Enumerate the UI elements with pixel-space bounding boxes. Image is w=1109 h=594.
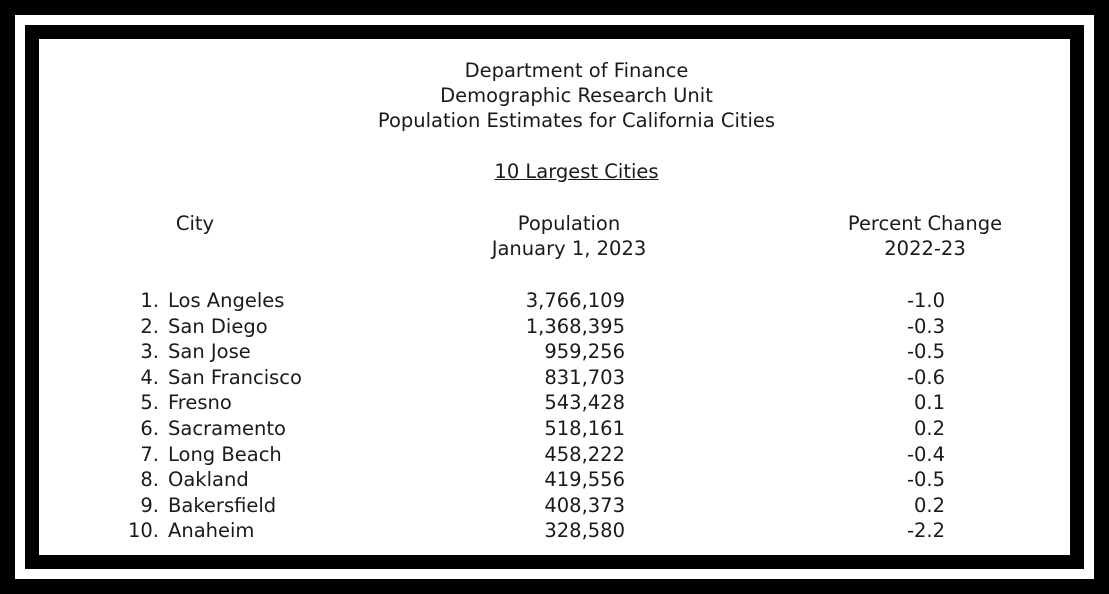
percent-change-value: 0.2 [913,416,945,440]
city-name: Sacramento [168,416,286,440]
percent-change-value: -0.3 [906,314,945,338]
population-value: 518,161 [544,416,625,440]
percent-change-value: -2.2 [906,519,945,543]
report-title: Population Estimates for California Citi… [377,109,776,132]
table-row: 10. Anaheim 328,580 -2.2 [39,518,1070,544]
city-name: San Francisco [168,365,302,389]
column-header-population: Population [517,212,621,235]
city-name: Fresno [168,391,232,415]
population-value: 419,556 [544,468,625,492]
column-header-city: City [175,212,215,235]
city-table: 1. Los Angeles 3,766,109 -1.0 2. San Die… [39,288,1070,544]
rank: 6. [140,416,159,440]
population-value: 3,766,109 [525,289,625,312]
population-value: 543,428 [544,391,625,415]
table-subtitle: 10 Largest Cities [494,160,659,183]
rank: 7. [140,442,159,466]
city-name: Oakland [168,468,249,492]
rank: 5. [140,391,159,415]
percent-change-value: -0.4 [906,442,945,466]
percent-change-value: -0.5 [906,468,945,492]
city-name: Los Angeles [168,289,285,312]
percent-change-value: 0.1 [913,391,945,415]
unit-title: Demographic Research Unit [440,84,713,107]
rank: 4. [140,365,159,389]
table-row: 2. San Diego 1,368,395 -0.3 [39,314,1070,340]
percent-change-value: -0.5 [906,340,945,364]
table-row: 8. Oakland 419,556 -0.5 [39,467,1070,493]
percent-change-value: 0.2 [913,493,945,517]
column-header-percent-change: Percent Change [847,212,1003,235]
population-value: 1,368,395 [525,314,625,338]
rank: 10. [127,519,159,543]
table-row: 1. Los Angeles 3,766,109 -1.0 [39,288,1070,314]
percent-change-value: -0.6 [906,365,945,389]
rank: 1. [140,289,159,312]
rank: 8. [140,468,159,492]
table-row: 6. Sacramento 518,161 0.2 [39,416,1070,442]
table-row: 4. San Francisco 831,703 -0.6 [39,365,1070,391]
rank: 3. [140,340,159,364]
column-header-percent-period: 2022-23 [884,237,966,260]
city-name: Long Beach [168,442,282,466]
table-row: 3. San Jose 959,256 -0.5 [39,339,1070,365]
document-page: Department of Finance Demographic Resear… [39,39,1070,555]
population-value: 831,703 [544,365,625,389]
population-value: 328,580 [544,519,625,543]
city-name: Bakersfield [168,493,277,517]
city-name: San Diego [168,314,268,338]
table-row: 5. Fresno 543,428 0.1 [39,390,1070,416]
rank: 2. [140,314,159,338]
table-row: 9. Bakersfield 408,373 0.2 [39,493,1070,519]
percent-change-value: -1.0 [906,289,945,312]
table-row: 7. Long Beach 458,222 -0.4 [39,442,1070,468]
population-value: 458,222 [544,442,625,466]
department-title: Department of Finance [464,59,689,82]
rank: 9. [140,493,159,517]
column-header-population-date: January 1, 2023 [491,237,647,260]
population-value: 959,256 [544,340,625,364]
city-name: Anaheim [168,519,255,543]
population-value: 408,373 [544,493,625,517]
city-name: San Jose [168,340,251,364]
